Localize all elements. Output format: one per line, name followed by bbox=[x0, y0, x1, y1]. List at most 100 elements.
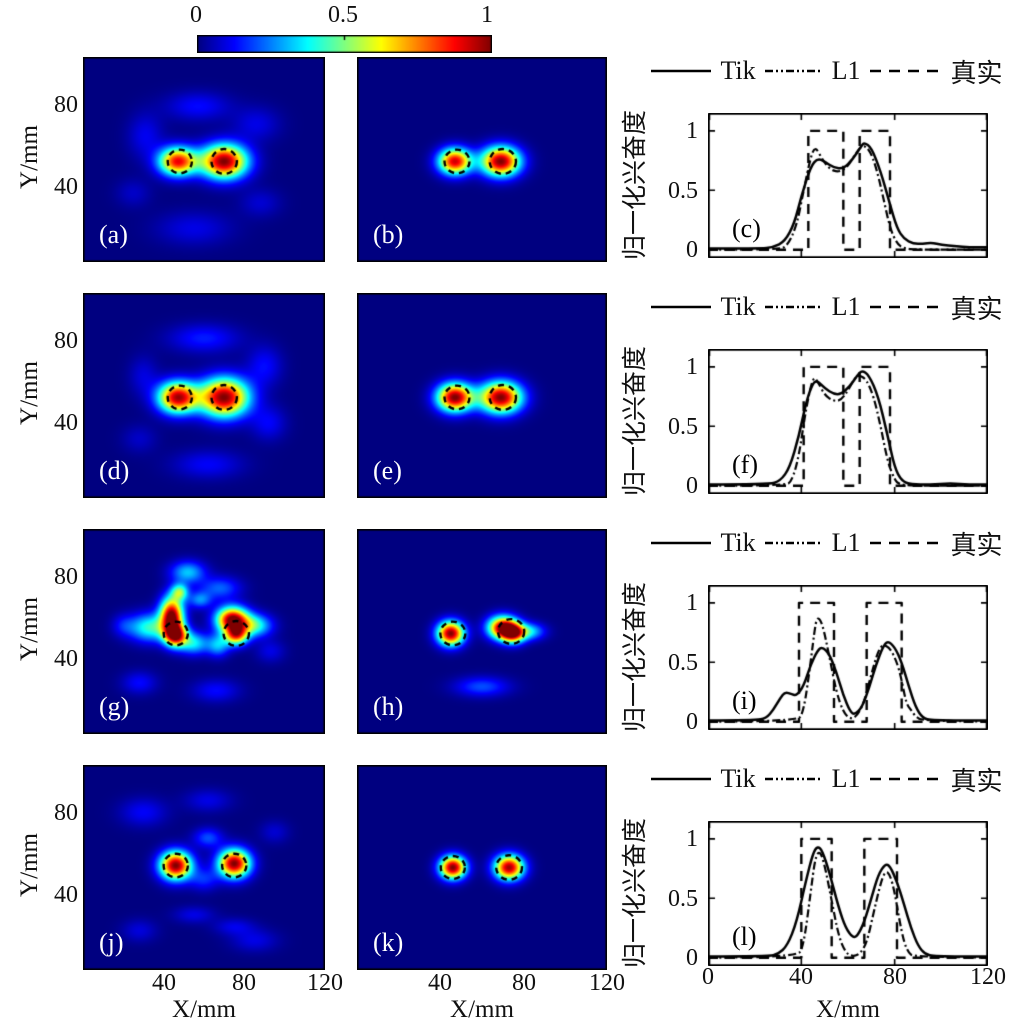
panel-k: (k) bbox=[357, 765, 607, 970]
panel-l: (l) bbox=[708, 821, 988, 966]
y-tick-label: 40 bbox=[54, 174, 78, 200]
x-tick-label: 80 bbox=[883, 964, 907, 990]
y-tick-label: 0 bbox=[686, 709, 698, 735]
legend-line-solid-icon bbox=[651, 541, 712, 545]
y-tick-label: 1 bbox=[686, 590, 698, 616]
x-axis-label-col1: X/mm bbox=[172, 996, 236, 1023]
x-axis-label-col2: X/mm bbox=[450, 996, 514, 1023]
x-tick-label: 80 bbox=[232, 970, 256, 996]
colorbar-tick-1: 1 bbox=[481, 2, 493, 28]
x-tick-label: 120 bbox=[307, 970, 343, 996]
panel-label: (f) bbox=[732, 450, 758, 479]
panel-b: (b) bbox=[357, 57, 607, 262]
panel-label: (k) bbox=[373, 928, 404, 957]
panel-j: (j) bbox=[83, 765, 325, 970]
legend-row-4: Tik L1 真实 bbox=[628, 763, 1024, 796]
legend-label-true: 真实 bbox=[950, 58, 1003, 88]
colorbar-tick-0: 0 bbox=[190, 2, 202, 28]
profile-plot-l bbox=[708, 821, 988, 966]
y-axis-label: 归一化兴奋度 bbox=[622, 581, 649, 733]
legend-label-true: 真实 bbox=[950, 530, 1003, 560]
colorbar bbox=[197, 35, 492, 53]
x-tick-label: 40 bbox=[789, 964, 813, 990]
legend-row-3: Tik L1 真实 bbox=[628, 527, 1024, 560]
heatmap-d bbox=[83, 293, 325, 498]
x-tick-label: 40 bbox=[428, 970, 452, 996]
panel-label: (b) bbox=[373, 220, 404, 249]
panel-i: (i) bbox=[708, 585, 988, 730]
legend-line-dashdot-icon bbox=[764, 305, 823, 309]
y-axis-label: 归一化兴奋度 bbox=[622, 345, 649, 497]
y-tick-label: 1 bbox=[686, 826, 698, 852]
y-tick-label: 40 bbox=[54, 882, 78, 908]
y-axis-label: Y/mm bbox=[16, 597, 43, 661]
legend-label-tik: Tik bbox=[720, 764, 756, 793]
x-tick-label: 40 bbox=[152, 970, 176, 996]
panel-label: (c) bbox=[732, 214, 761, 243]
legend-label-l1: L1 bbox=[831, 56, 861, 85]
x-tick-label: 120 bbox=[970, 964, 1006, 990]
legend-label-tik: Tik bbox=[720, 528, 756, 557]
legend-line-dashed-icon bbox=[869, 777, 942, 781]
heatmap-b bbox=[357, 57, 607, 262]
panel-d: (d) bbox=[83, 293, 325, 498]
legend-label-l1: L1 bbox=[831, 764, 861, 793]
legend-label-true: 真实 bbox=[950, 766, 1003, 796]
legend-line-solid-icon bbox=[651, 305, 712, 309]
legend-label-true: 真实 bbox=[950, 294, 1003, 324]
y-tick-label: 80 bbox=[54, 564, 78, 590]
y-tick-label: 0.5 bbox=[668, 178, 698, 204]
y-axis-label: Y/mm bbox=[16, 833, 43, 897]
panel-e: (e) bbox=[357, 293, 607, 498]
legend-line-dashdot-icon bbox=[764, 777, 823, 781]
panel-label: (j) bbox=[99, 928, 124, 957]
legend-line-dashdot-icon bbox=[764, 69, 823, 73]
y-tick-label: 80 bbox=[54, 92, 78, 118]
legend-label-tik: Tik bbox=[720, 292, 756, 321]
legend-line-solid-icon bbox=[651, 69, 712, 73]
y-axis-label: 归一化兴奋度 bbox=[622, 109, 649, 261]
legend-line-dashed-icon bbox=[869, 541, 942, 545]
panel-label: (g) bbox=[99, 692, 130, 721]
legend-line-dashdot-icon bbox=[764, 541, 823, 545]
heatmap-e bbox=[357, 293, 607, 498]
panel-g: (g) bbox=[83, 529, 325, 734]
legend-row-2: Tik L1 真实 bbox=[628, 291, 1024, 324]
y-tick-label: 1 bbox=[686, 118, 698, 144]
panel-label: (e) bbox=[373, 456, 402, 485]
profile-plot-i bbox=[708, 585, 988, 730]
legend-label-l1: L1 bbox=[831, 292, 861, 321]
heatmap-h bbox=[357, 529, 607, 734]
y-tick-label: 80 bbox=[54, 328, 78, 354]
y-tick-label: 1 bbox=[686, 354, 698, 380]
legend-line-dashed-icon bbox=[869, 69, 942, 73]
heatmap-k bbox=[357, 765, 607, 970]
legend-label-l1: L1 bbox=[831, 528, 861, 557]
y-tick-label: 0 bbox=[686, 473, 698, 499]
heatmap-a bbox=[83, 57, 325, 262]
y-axis-label: Y/mm bbox=[16, 361, 43, 425]
legend-line-solid-icon bbox=[651, 777, 712, 781]
x-tick-label: 0 bbox=[702, 964, 714, 990]
y-tick-label: 40 bbox=[54, 646, 78, 672]
panel-label: (h) bbox=[373, 692, 404, 721]
colorbar-tick-05: 0.5 bbox=[328, 2, 358, 28]
legend-label-tik: Tik bbox=[720, 56, 756, 85]
y-tick-label: 40 bbox=[54, 410, 78, 436]
panel-a: (a) bbox=[83, 57, 325, 262]
legend-line-dashed-icon bbox=[869, 305, 942, 309]
x-tick-label: 80 bbox=[512, 970, 536, 996]
y-tick-label: 0.5 bbox=[668, 886, 698, 912]
y-tick-label: 0.5 bbox=[668, 650, 698, 676]
panel-f: (f) bbox=[708, 349, 988, 494]
heatmap-j bbox=[83, 765, 325, 970]
panel-label: (d) bbox=[99, 456, 130, 485]
x-tick-label: 120 bbox=[589, 970, 625, 996]
panel-h: (h) bbox=[357, 529, 607, 734]
panel-label: (a) bbox=[99, 220, 128, 249]
profile-plot-c bbox=[708, 113, 988, 258]
panel-label: (i) bbox=[732, 686, 757, 715]
legend-row-1: Tik L1 真实 bbox=[628, 55, 1024, 88]
y-tick-label: 0 bbox=[686, 945, 698, 971]
